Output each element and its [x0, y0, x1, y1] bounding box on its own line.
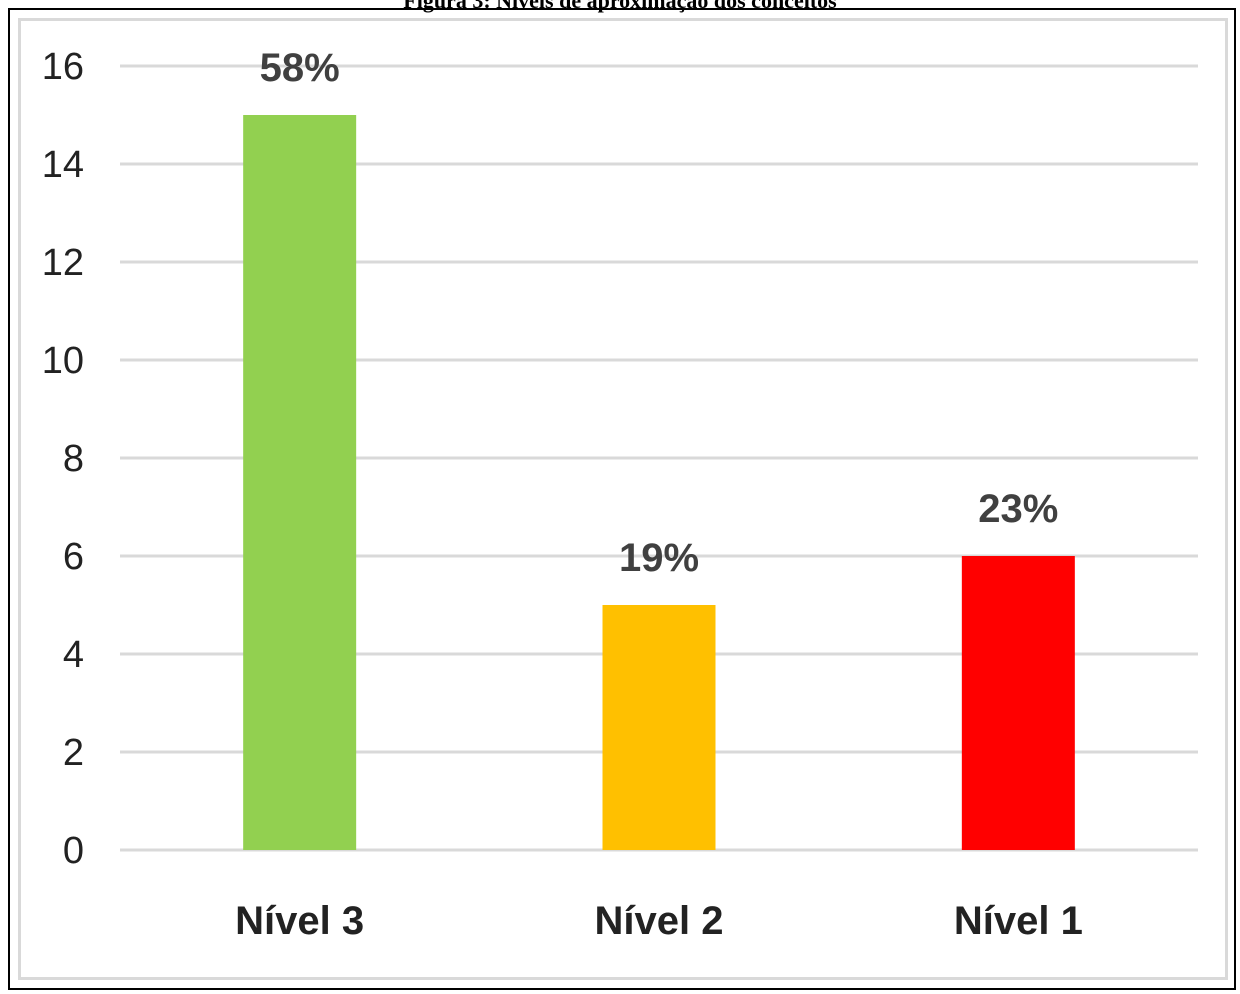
y-tick-label: 14	[42, 144, 84, 186]
y-tick-label: 12	[42, 242, 84, 284]
x-category-label: Nível 3	[235, 899, 364, 943]
x-category-label: Nível 1	[954, 899, 1083, 943]
data-label: 58%	[260, 46, 340, 90]
figure-frame	[8, 8, 1236, 990]
bar-3	[961, 556, 1075, 850]
bar-2	[602, 605, 716, 850]
y-tick-label: 16	[42, 46, 84, 88]
y-tick-label: 8	[63, 438, 84, 480]
y-tick-label: 2	[63, 732, 84, 774]
y-tick-label: 10	[42, 340, 84, 382]
chart-area-border	[18, 18, 1228, 980]
x-category-label: Nível 2	[595, 899, 724, 943]
data-label: 19%	[619, 536, 699, 580]
y-tick-label: 0	[63, 830, 84, 872]
bar-1	[243, 115, 357, 850]
data-label: 23%	[978, 487, 1058, 531]
y-tick-label: 4	[63, 634, 84, 676]
y-tick-label: 6	[63, 536, 84, 578]
